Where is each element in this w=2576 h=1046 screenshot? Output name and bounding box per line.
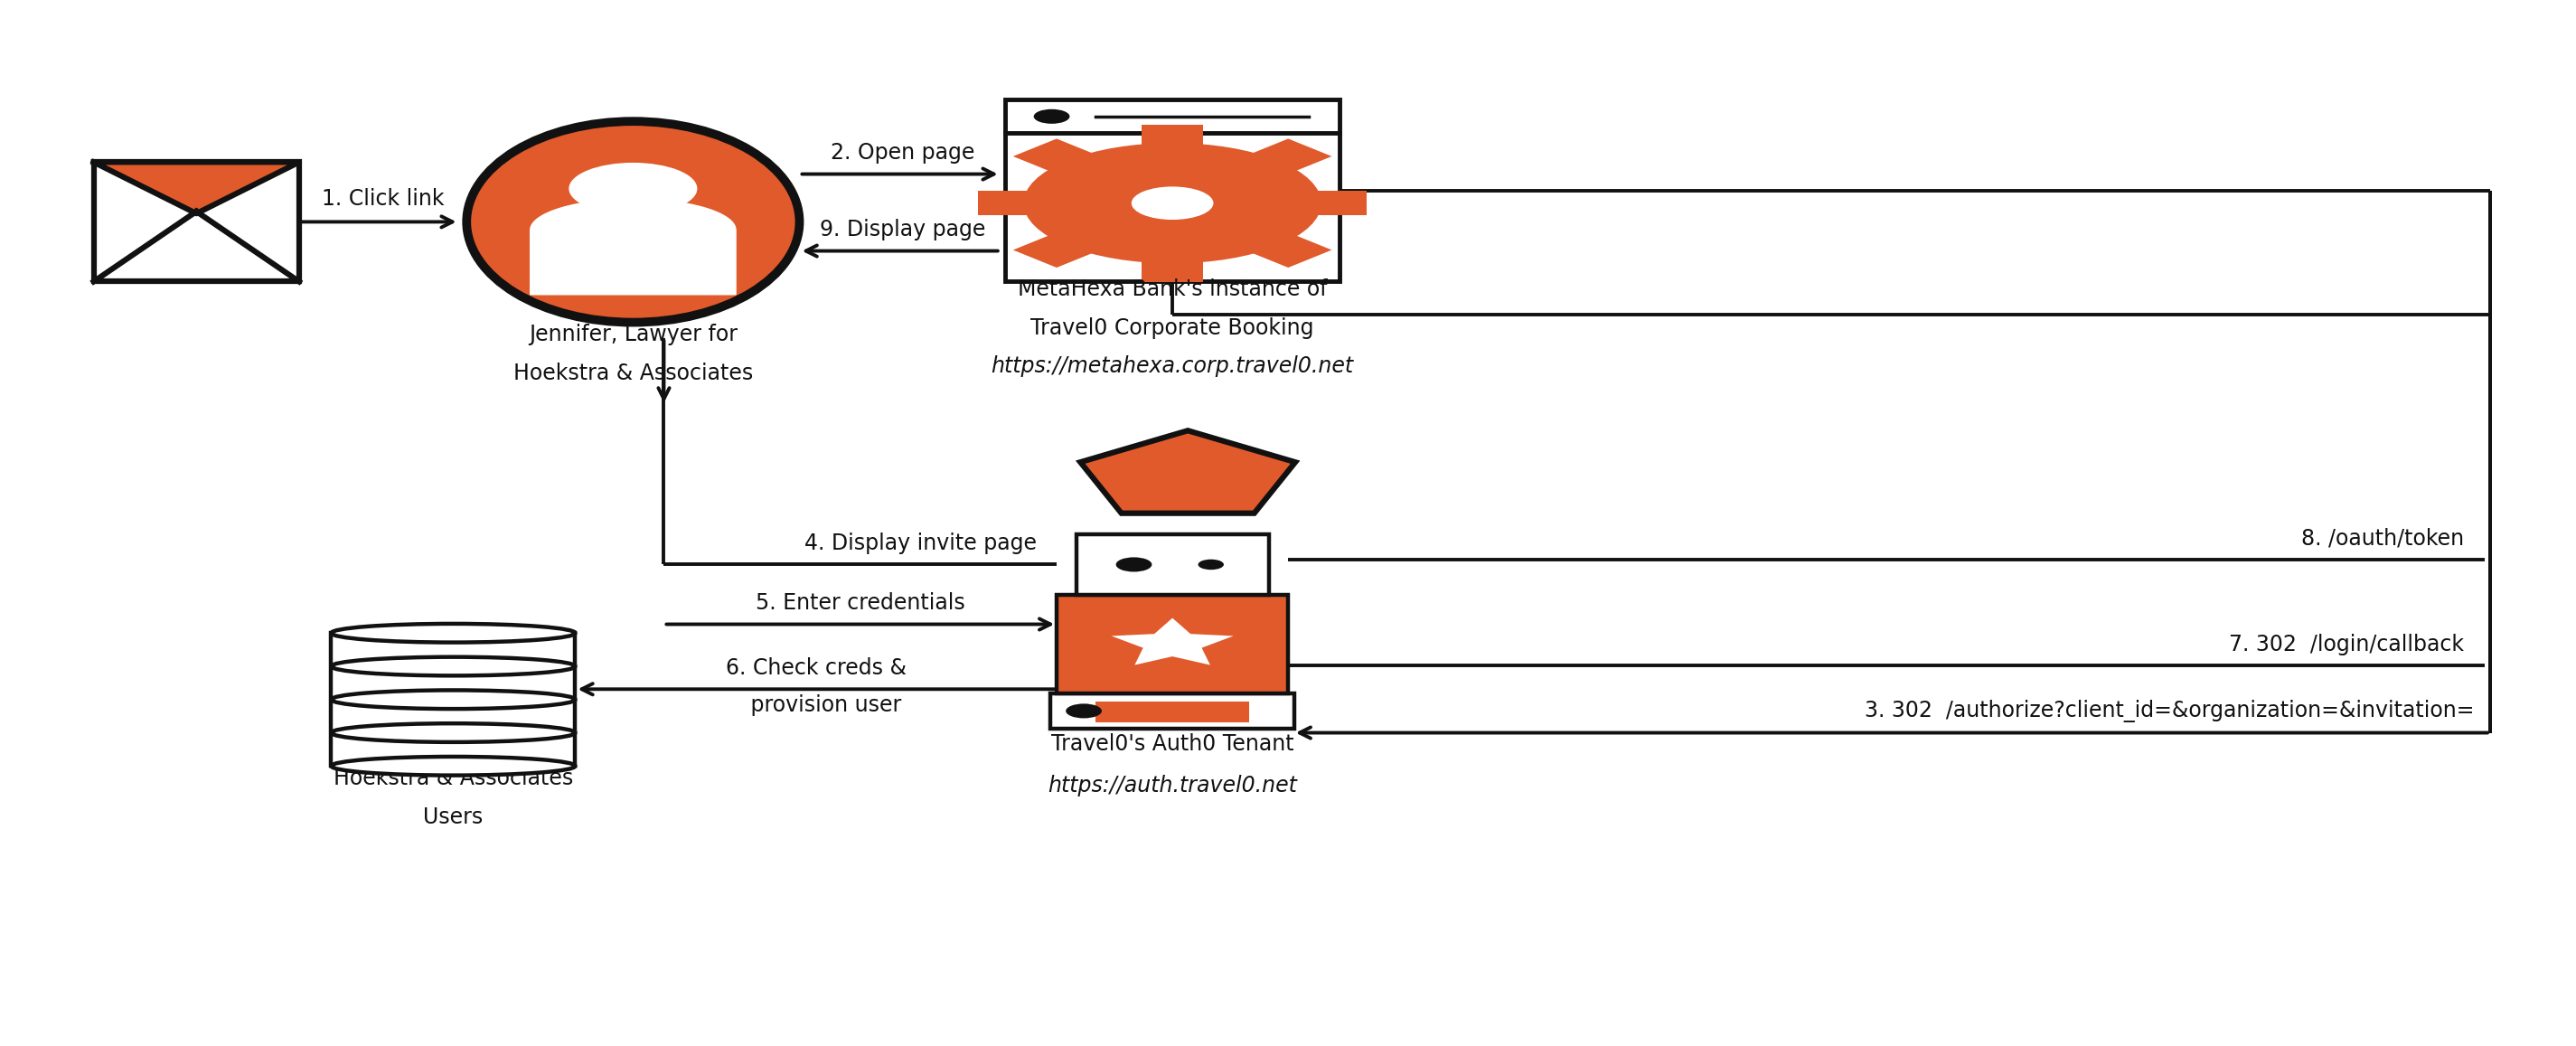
Text: 3. 302  /authorize?client_id=&organization=&invitation=: 3. 302 /authorize?client_id=&organizatio… <box>1865 700 2476 723</box>
Polygon shape <box>93 162 299 213</box>
FancyBboxPatch shape <box>1077 535 1270 595</box>
Text: 7. 302  /login/callback: 7. 302 /login/callback <box>2228 634 2465 655</box>
Polygon shape <box>1012 232 1100 268</box>
Text: provision user: provision user <box>732 695 902 717</box>
FancyBboxPatch shape <box>1005 99 1340 281</box>
Text: Hoekstra & Associates: Hoekstra & Associates <box>513 363 752 385</box>
Polygon shape <box>1141 257 1203 281</box>
Text: 1. Click link: 1. Click link <box>322 187 443 209</box>
Circle shape <box>1023 143 1321 264</box>
Circle shape <box>1115 558 1151 572</box>
Text: 4. Display invite page: 4. Display invite page <box>804 532 1036 554</box>
Polygon shape <box>1244 139 1332 174</box>
Text: MetaHexa Bank's instance of: MetaHexa Bank's instance of <box>1018 278 1327 300</box>
Text: Hoekstra & Associates: Hoekstra & Associates <box>332 767 572 789</box>
Circle shape <box>1198 560 1224 570</box>
Text: https://metahexa.corp.travel0.net: https://metahexa.corp.travel0.net <box>992 356 1355 378</box>
FancyBboxPatch shape <box>1051 693 1293 729</box>
Ellipse shape <box>332 724 574 742</box>
FancyBboxPatch shape <box>1095 702 1249 723</box>
Text: 5. Enter credentials: 5. Enter credentials <box>755 592 966 614</box>
Text: Travel0 Corporate Booking: Travel0 Corporate Booking <box>1030 317 1314 339</box>
Polygon shape <box>332 633 574 766</box>
Polygon shape <box>1306 190 1368 215</box>
Polygon shape <box>1079 431 1296 514</box>
Polygon shape <box>1012 139 1100 174</box>
Circle shape <box>1064 160 1280 247</box>
Text: Jennifer, Lawyer for: Jennifer, Lawyer for <box>528 323 737 345</box>
Ellipse shape <box>466 121 799 322</box>
Polygon shape <box>1244 232 1332 268</box>
Polygon shape <box>1110 618 1234 665</box>
FancyBboxPatch shape <box>1056 595 1288 693</box>
Text: https://auth.travel0.net: https://auth.travel0.net <box>1048 774 1298 796</box>
Circle shape <box>1131 186 1213 220</box>
Ellipse shape <box>332 657 574 676</box>
Ellipse shape <box>332 623 574 642</box>
Circle shape <box>1066 704 1103 719</box>
Polygon shape <box>531 199 737 295</box>
Text: 6. Check creds &: 6. Check creds & <box>726 657 907 679</box>
Text: 8. /oauth/token: 8. /oauth/token <box>2300 527 2465 549</box>
Polygon shape <box>979 190 1041 215</box>
Text: Users: Users <box>422 806 484 828</box>
Ellipse shape <box>332 690 574 709</box>
Circle shape <box>1033 109 1069 123</box>
Text: 2. Open page: 2. Open page <box>829 142 974 163</box>
Circle shape <box>569 162 698 214</box>
Text: 9. Display page: 9. Display page <box>819 219 987 241</box>
Text: Travel0's Auth0 Tenant: Travel0's Auth0 Tenant <box>1051 733 1293 754</box>
FancyBboxPatch shape <box>93 162 299 281</box>
Polygon shape <box>1141 124 1203 150</box>
Ellipse shape <box>332 756 574 775</box>
